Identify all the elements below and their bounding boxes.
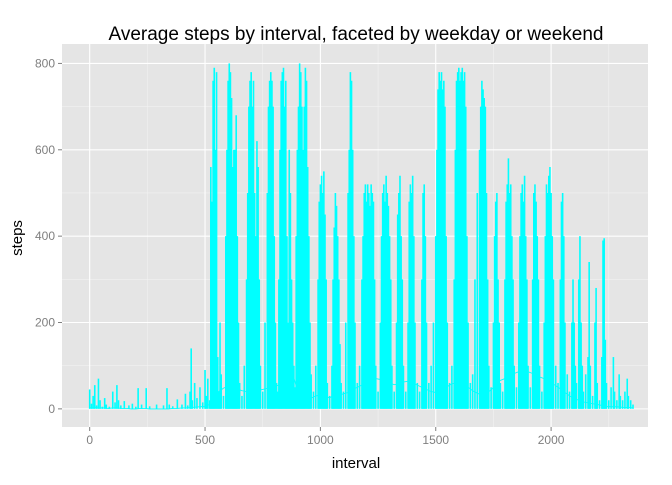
y-axis: 0 200 400 600 800 — [35, 56, 62, 416]
spike-series — [88, 63, 634, 409]
series-lines — [89, 339, 634, 410]
x-axis: 0 500 1000 1500 2000 — [86, 427, 565, 447]
y-axis-label: steps — [9, 220, 26, 256]
y-tick-label: 400 — [35, 229, 55, 243]
y-tick-label: 600 — [35, 143, 55, 157]
x-tick-label: 500 — [195, 433, 215, 447]
x-tick-label: 1500 — [422, 433, 449, 447]
x-axis-label: interval — [332, 455, 380, 472]
x-tick-label: 2000 — [538, 433, 565, 447]
x-tick-label: 1000 — [307, 433, 334, 447]
y-tick-label: 0 — [48, 402, 55, 416]
chart-title: Average steps by interval, faceted by we… — [109, 24, 604, 45]
x-tick-label: 0 — [86, 433, 93, 447]
y-tick-label: 800 — [35, 56, 55, 70]
y-tick-label: 200 — [35, 316, 55, 330]
series-line — [89, 339, 634, 410]
